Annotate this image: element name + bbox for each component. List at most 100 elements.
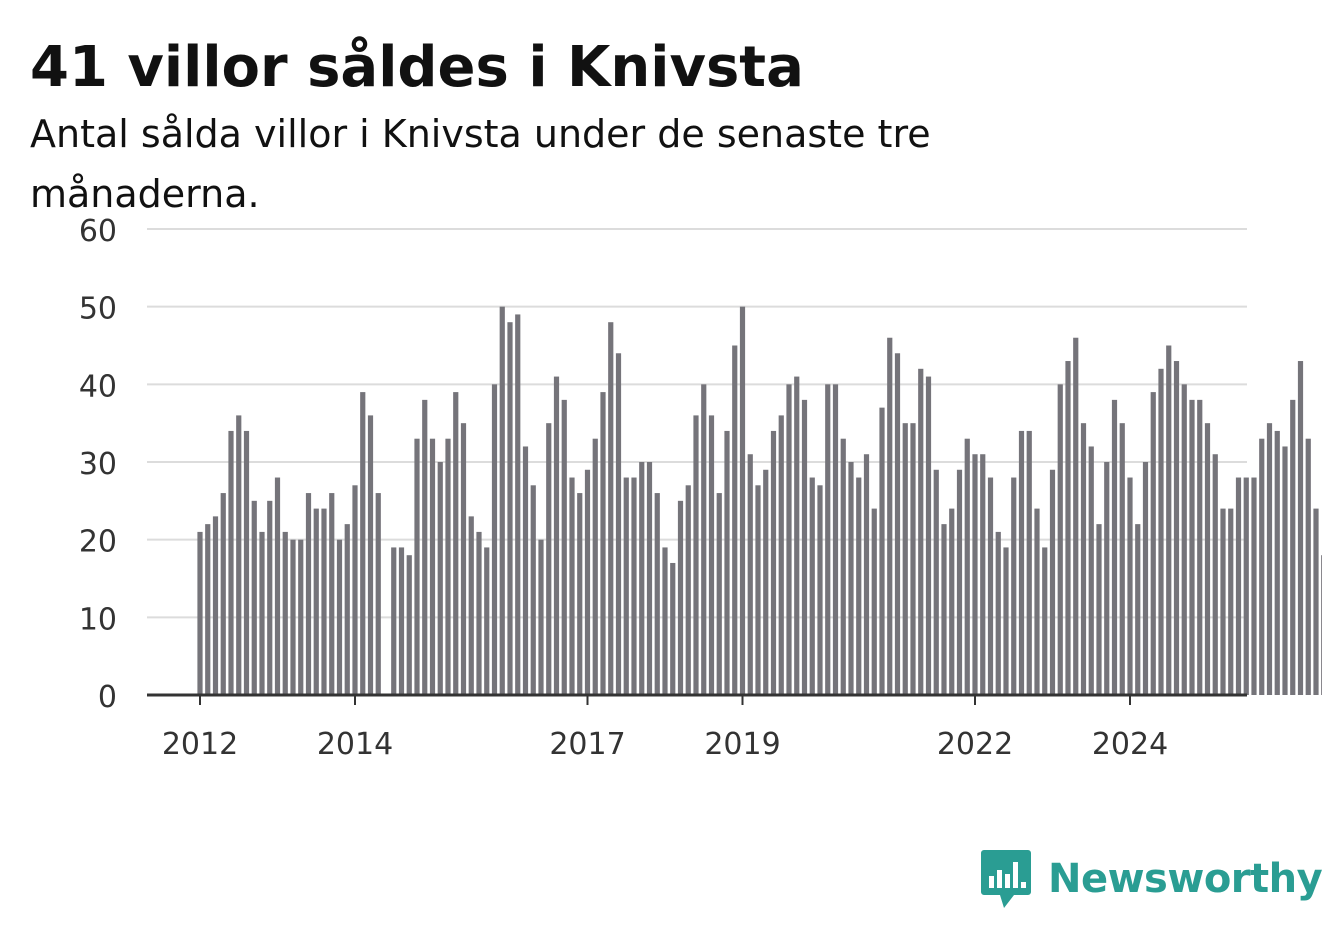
bar bbox=[538, 539, 544, 695]
bar bbox=[1003, 547, 1009, 695]
bar bbox=[1142, 462, 1149, 695]
bar bbox=[360, 392, 366, 695]
bar bbox=[1080, 423, 1087, 695]
bar bbox=[879, 407, 885, 695]
bar bbox=[305, 493, 312, 695]
y-tick-label: 30 bbox=[79, 447, 117, 482]
bar bbox=[685, 485, 691, 695]
bar bbox=[608, 322, 614, 695]
bar bbox=[701, 384, 707, 695]
bar bbox=[546, 423, 552, 695]
bar bbox=[825, 384, 831, 695]
bar bbox=[639, 462, 645, 695]
bar bbox=[243, 430, 250, 695]
bar bbox=[871, 508, 877, 695]
bar bbox=[1011, 477, 1017, 695]
bar bbox=[298, 539, 304, 695]
bar bbox=[1189, 399, 1195, 695]
bar bbox=[716, 493, 722, 695]
bar bbox=[290, 539, 296, 695]
bar bbox=[1282, 446, 1288, 695]
bar bbox=[274, 477, 281, 695]
bar bbox=[708, 415, 715, 695]
bar bbox=[507, 322, 513, 695]
bar bbox=[863, 454, 870, 695]
bar bbox=[1197, 399, 1203, 695]
bar bbox=[654, 493, 660, 695]
bar bbox=[530, 485, 536, 695]
bar bbox=[615, 353, 622, 695]
bar bbox=[406, 555, 412, 695]
bar bbox=[1228, 508, 1234, 695]
bar bbox=[228, 430, 234, 695]
bar bbox=[1297, 361, 1304, 695]
bar bbox=[1057, 384, 1063, 695]
bar bbox=[561, 399, 567, 695]
bar bbox=[995, 531, 1001, 695]
bar bbox=[1158, 368, 1164, 695]
bar bbox=[352, 485, 358, 695]
bar bbox=[755, 485, 761, 695]
bar bbox=[677, 500, 684, 695]
x-tick-label: 2017 bbox=[549, 727, 625, 762]
bar bbox=[856, 477, 862, 695]
bar bbox=[662, 547, 668, 695]
bar bbox=[1274, 430, 1280, 695]
bar bbox=[739, 306, 746, 695]
bar bbox=[367, 415, 374, 695]
bar bbox=[212, 516, 219, 695]
bar bbox=[894, 353, 901, 695]
bar bbox=[453, 392, 459, 695]
bar bbox=[941, 524, 947, 695]
bar bbox=[251, 500, 257, 695]
bar bbox=[515, 314, 521, 695]
x-axis: 2012 2014 2017 2019 2022 2024 bbox=[147, 693, 1247, 762]
bar bbox=[205, 524, 211, 695]
bar bbox=[786, 384, 792, 695]
brand-name: Newsworthy bbox=[1048, 856, 1322, 902]
bar bbox=[1104, 462, 1110, 695]
bar bbox=[763, 469, 769, 695]
bar bbox=[577, 493, 583, 695]
bar bbox=[1173, 361, 1180, 695]
bar bbox=[1166, 345, 1172, 695]
bar bbox=[329, 493, 335, 695]
bar bbox=[646, 462, 653, 695]
y-axis-ticks: 0 10 20 30 40 50 60 bbox=[79, 214, 117, 715]
bar bbox=[670, 562, 676, 695]
bar bbox=[422, 399, 428, 695]
bar bbox=[817, 485, 823, 695]
chart-subtitle: Antal sålda villor i Knivsta under de se… bbox=[30, 112, 931, 216]
bar bbox=[1018, 430, 1025, 695]
y-tick-label: 50 bbox=[79, 292, 117, 327]
y-tick-label: 20 bbox=[79, 525, 117, 560]
bar bbox=[313, 508, 319, 695]
bar bbox=[801, 399, 808, 695]
bar bbox=[1266, 423, 1273, 695]
bar bbox=[569, 477, 575, 695]
bar bbox=[980, 454, 986, 695]
bars bbox=[197, 306, 1322, 695]
bar bbox=[429, 438, 436, 695]
y-tick-label: 60 bbox=[79, 214, 117, 249]
x-tick-label: 2014 bbox=[317, 727, 393, 762]
bar bbox=[1088, 446, 1094, 695]
bar bbox=[910, 423, 916, 695]
bar bbox=[1235, 477, 1242, 695]
bar bbox=[391, 547, 397, 695]
bar bbox=[631, 477, 637, 695]
bar bbox=[584, 469, 591, 695]
bar bbox=[321, 508, 327, 695]
bar bbox=[1096, 524, 1102, 695]
bar bbox=[476, 531, 482, 695]
bar bbox=[848, 462, 854, 695]
bar bbox=[259, 531, 265, 695]
bar bbox=[220, 493, 226, 695]
bar bbox=[437, 462, 443, 695]
bar bbox=[623, 477, 629, 695]
bar bbox=[949, 508, 955, 695]
bar bbox=[887, 337, 893, 695]
bar bbox=[282, 531, 288, 695]
bar bbox=[1127, 477, 1133, 695]
bar bbox=[1251, 477, 1257, 695]
